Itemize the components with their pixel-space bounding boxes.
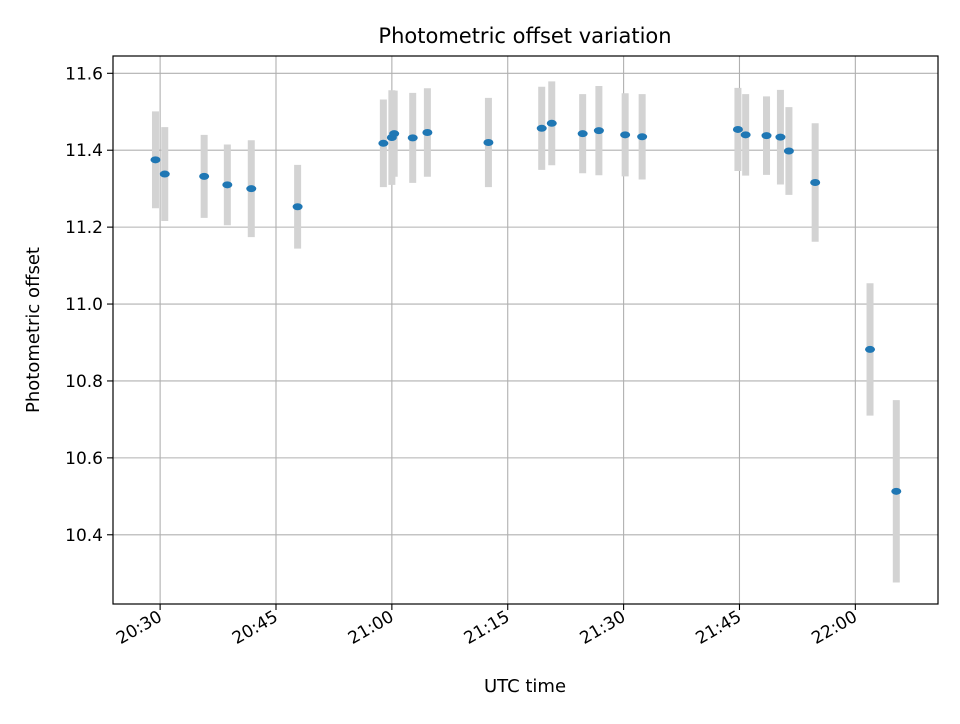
y-axis-label: Photometric offset [23, 247, 44, 413]
y-tick-label: 10.4 [65, 526, 103, 546]
data-point [761, 132, 772, 140]
point-layer [150, 119, 902, 495]
y-tick-label: 11.6 [65, 64, 103, 84]
data-point [378, 139, 389, 147]
y-tick-label: 11.2 [65, 218, 103, 238]
data-point [620, 131, 631, 139]
y-tick-label: 10.8 [65, 372, 103, 392]
y-tick-label: 11.4 [65, 141, 103, 161]
chart-title: Photometric offset variation [378, 24, 671, 48]
data-point [783, 147, 794, 155]
data-point [199, 172, 210, 180]
data-point [422, 129, 433, 137]
data-point [222, 181, 233, 189]
data-point [577, 130, 588, 138]
data-point [546, 119, 557, 127]
data-point [775, 133, 786, 141]
data-point [389, 130, 400, 138]
data-point [159, 170, 170, 178]
data-point [150, 156, 161, 164]
data-point [740, 131, 751, 139]
plot-frame [112, 55, 939, 605]
y-tick-label: 10.6 [65, 449, 103, 469]
data-point [637, 133, 648, 141]
data-point [407, 134, 418, 142]
data-point [536, 124, 547, 132]
data-point [810, 179, 821, 187]
data-point [246, 185, 257, 193]
y-tick-label: 11.0 [65, 295, 103, 315]
x-axis-label: UTC time [484, 676, 566, 697]
data-point [891, 487, 902, 495]
data-point [865, 345, 876, 353]
data-point [292, 203, 303, 211]
data-point [732, 125, 743, 133]
data-point [593, 127, 604, 135]
data-point [483, 139, 494, 147]
